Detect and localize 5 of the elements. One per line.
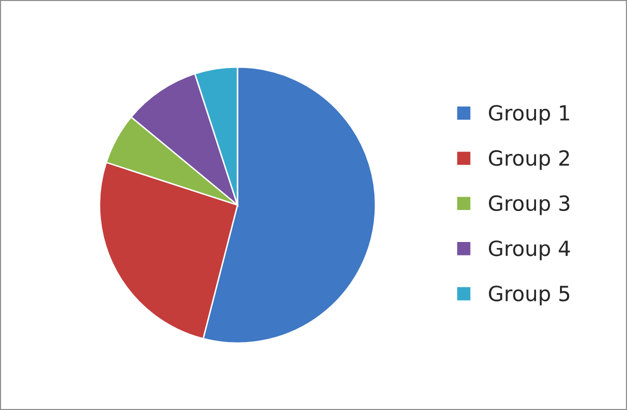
legend-label: Group 5: [488, 286, 570, 306]
legend-label: Group 4: [488, 240, 570, 260]
legend-label: Group 2: [488, 150, 569, 170]
legend-label: Group 1: [488, 104, 570, 125]
legend-label: Group 3: [488, 195, 570, 216]
